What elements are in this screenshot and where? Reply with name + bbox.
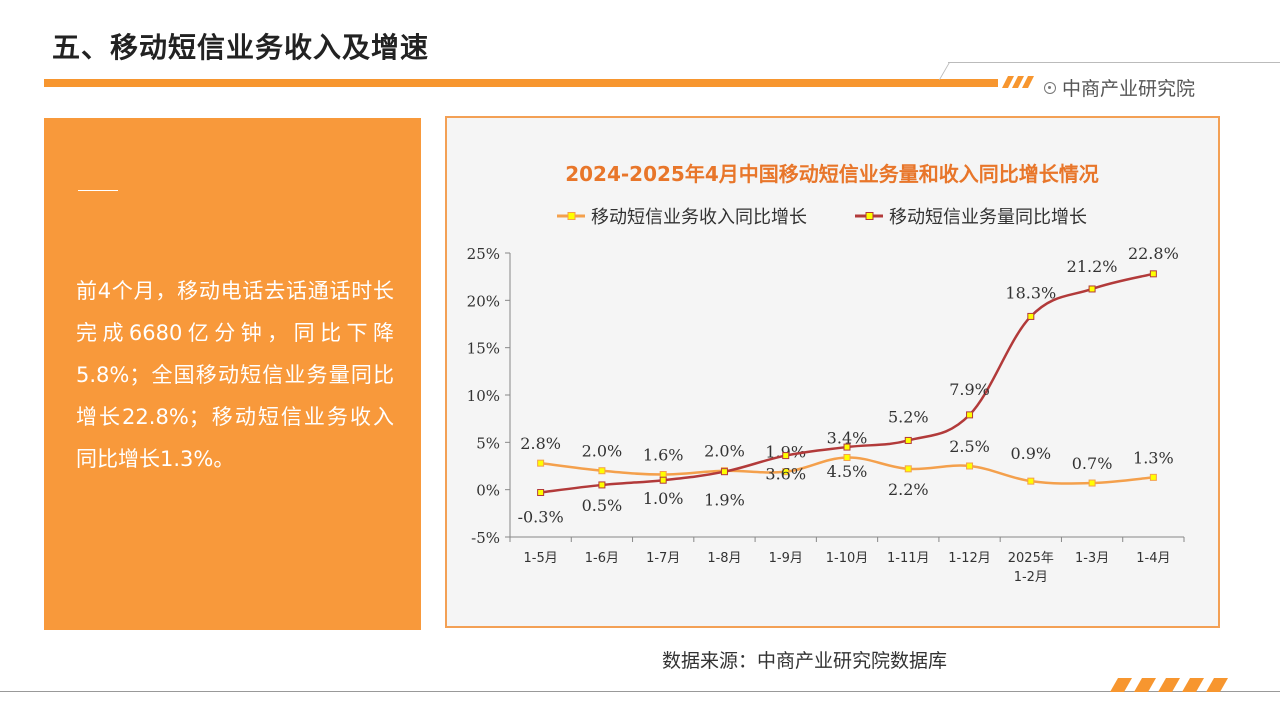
panel-divider bbox=[78, 190, 118, 191]
brand: 中商产业研究院 bbox=[1044, 74, 1195, 101]
y-tick-label: 5% bbox=[476, 434, 500, 452]
x-tick-label: 1-6月 bbox=[585, 551, 619, 566]
legend-marker-2 bbox=[865, 212, 874, 220]
x-tick-label: 1-11月 bbox=[887, 551, 930, 566]
y-tick-label: 0% bbox=[476, 482, 500, 500]
y-tick-label: 15% bbox=[467, 340, 500, 358]
data-label-2: -0.3% bbox=[518, 508, 564, 527]
data-label-2: 4.5% bbox=[827, 462, 868, 481]
data-label-2: 3.6% bbox=[765, 465, 806, 484]
brand-label: 中商产业研究院 bbox=[1062, 78, 1196, 100]
y-tick-label: 20% bbox=[467, 292, 500, 310]
x-tick-label: 1-2月 bbox=[1014, 570, 1048, 585]
data-label-1: 3.4% bbox=[827, 428, 868, 447]
data-point-1 bbox=[659, 471, 667, 479]
data-point-2 bbox=[966, 411, 974, 419]
y-tick-label: -5% bbox=[471, 529, 500, 547]
target-icon bbox=[1044, 81, 1056, 94]
data-label-1: 2.0% bbox=[704, 442, 745, 461]
footer-rule bbox=[0, 691, 1280, 692]
x-tick-label: 1-7月 bbox=[646, 551, 680, 566]
data-label-2: 1.0% bbox=[643, 489, 684, 508]
summary-text: 前4个月，移动电话去话通话时长完成6680亿分钟，同比下降5.8%；全国移动短信… bbox=[76, 279, 394, 471]
data-label-1: 2.5% bbox=[949, 437, 990, 456]
chart-container: 2024-2025年4月中国移动短信业务量和收入同比增长情况移动短信业务收入同比… bbox=[445, 116, 1220, 628]
x-tick-label: 1-5月 bbox=[524, 551, 558, 566]
data-point-2 bbox=[1149, 270, 1157, 278]
line-chart: 2024-2025年4月中国移动短信业务量和收入同比增长情况移动短信业务收入同比… bbox=[467, 162, 1185, 585]
data-point-2 bbox=[659, 476, 667, 484]
data-point-1 bbox=[1027, 477, 1035, 485]
x-tick-label: 1-4月 bbox=[1136, 551, 1170, 566]
data-label-2: 0.5% bbox=[582, 496, 623, 515]
chart-title: 2024-2025年4月中国移动短信业务量和收入同比增长情况 bbox=[565, 162, 1099, 186]
data-point-1 bbox=[782, 468, 790, 476]
data-label-1: 0.9% bbox=[1010, 444, 1051, 463]
data-point-1 bbox=[1088, 479, 1096, 487]
x-tick-label: 2025年 bbox=[1008, 551, 1054, 566]
footer-slash-decoration bbox=[1110, 678, 1228, 692]
data-label-1: 1.3% bbox=[1133, 448, 1174, 467]
data-point-2 bbox=[1088, 285, 1096, 293]
data-point-1 bbox=[598, 467, 606, 475]
data-point-1 bbox=[537, 459, 545, 467]
data-point-2 bbox=[904, 436, 912, 444]
data-point-2 bbox=[598, 481, 606, 489]
x-tick-label: 1-3月 bbox=[1075, 551, 1109, 566]
data-label-1: 2.8% bbox=[520, 434, 561, 453]
header-rule bbox=[948, 62, 1280, 63]
x-tick-label: 1-8月 bbox=[707, 551, 741, 566]
y-tick-label: 10% bbox=[467, 387, 500, 405]
data-point-2 bbox=[782, 452, 790, 460]
x-tick-label: 1-9月 bbox=[769, 551, 803, 566]
data-point-2 bbox=[537, 489, 545, 497]
data-label-2: 5.2% bbox=[888, 407, 929, 426]
series-line-2 bbox=[540, 272, 1154, 494]
header-rule-corner bbox=[938, 62, 951, 80]
legend-label-2: 移动短信业务量同比增长 bbox=[889, 207, 1087, 228]
data-point-1 bbox=[966, 462, 974, 470]
source-note: 数据来源：中商产业研究院数据库 bbox=[662, 650, 948, 672]
data-label-2: 21.2% bbox=[1067, 257, 1118, 276]
data-point-2 bbox=[1027, 312, 1035, 320]
data-label-1: 2.0% bbox=[582, 442, 623, 461]
data-label-1: 2.2% bbox=[888, 480, 929, 499]
legend-marker-1 bbox=[567, 212, 576, 220]
data-point-1 bbox=[904, 465, 912, 473]
x-tick-label: 1-10月 bbox=[826, 551, 869, 566]
data-label-1: 1.6% bbox=[643, 446, 684, 465]
data-label-1: 0.7% bbox=[1072, 454, 1113, 473]
data-point-2 bbox=[720, 468, 728, 476]
data-point-1 bbox=[843, 453, 851, 461]
data-point-1 bbox=[1149, 473, 1157, 481]
data-label-2: 22.8% bbox=[1128, 244, 1179, 263]
data-label-2: 1.9% bbox=[704, 491, 745, 510]
data-point-2 bbox=[843, 443, 851, 451]
x-tick-label: 1-12月 bbox=[948, 551, 991, 566]
title-accent-bar bbox=[44, 79, 998, 87]
y-tick-label: 25% bbox=[467, 245, 500, 263]
legend-label-1: 移动短信业务收入同比增长 bbox=[591, 207, 807, 228]
data-label-2: 18.3% bbox=[1005, 283, 1056, 302]
data-label-2: 7.9% bbox=[949, 380, 990, 399]
summary-panel: 前4个月，移动电话去话通话时长完成6680亿分钟，同比下降5.8%；全国移动短信… bbox=[44, 118, 421, 630]
title-slash-decoration bbox=[1002, 76, 1034, 88]
page-title: 五、移动短信业务收入及增速 bbox=[52, 31, 430, 64]
